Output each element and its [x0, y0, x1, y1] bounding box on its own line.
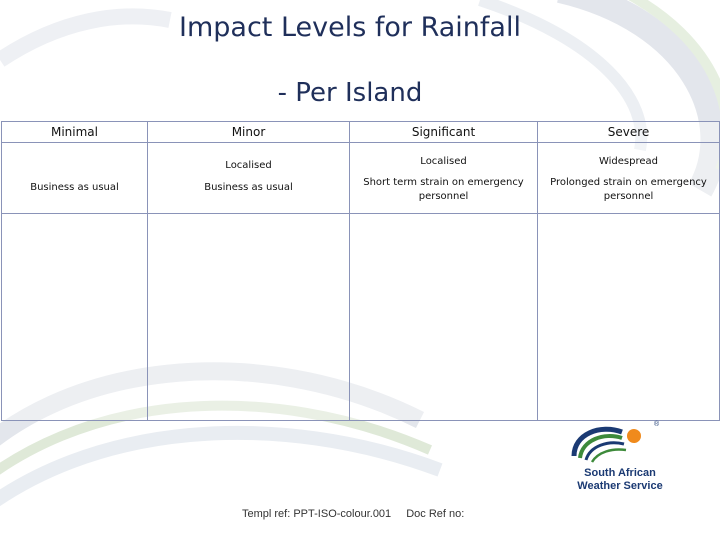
header-severe: Severe	[537, 121, 720, 143]
minor-description: Business as usual	[204, 182, 293, 193]
impact-levels-table: Minimal Minor Significant Severe Busines…	[1, 121, 720, 421]
empty-cell	[1, 213, 148, 421]
document-reference: Doc Ref no:	[406, 508, 465, 520]
header-minor: Minor	[147, 121, 350, 143]
severe-description: Prolonged strain on emergency personnel	[550, 177, 707, 202]
table-row: Business as usual Localised Business as …	[1, 142, 720, 214]
empty-cell	[537, 213, 720, 421]
sun-icon	[627, 429, 641, 443]
minor-extent: Localised	[225, 160, 272, 171]
template-reference: Templ ref: PPT-ISO-colour.001	[242, 508, 392, 520]
registered-mark: ®	[654, 420, 660, 428]
slide-subtitle: - Per Island	[277, 78, 423, 108]
logo-emblem-icon: ®	[571, 420, 660, 463]
slide-title: Impact Levels for Rainfall	[179, 12, 521, 43]
header-minimal: Minimal	[1, 121, 148, 143]
cell-severe: Widespread Prolonged strain on emergency…	[537, 142, 720, 214]
table-header-row: Minimal Minor Significant Severe	[1, 121, 720, 143]
significant-description: Short term strain on emergency personnel	[363, 177, 524, 202]
empty-cell	[349, 213, 538, 421]
significant-extent: Localised	[420, 156, 467, 167]
cell-significant: Localised Short term strain on emergency…	[349, 142, 538, 214]
footer: Templ ref: PPT-ISO-colour.001 Doc Ref no…	[242, 508, 464, 520]
table-row-empty	[1, 213, 720, 421]
logo-line-2: Weather Service	[577, 480, 663, 492]
minimal-description: Business as usual	[30, 181, 119, 193]
logo-line-1: South African	[584, 467, 656, 479]
cell-minimal: Business as usual	[1, 142, 148, 214]
empty-cell	[147, 213, 350, 421]
cell-minor: Localised Business as usual	[147, 142, 350, 214]
saws-logo: ® South African Weather Service	[560, 416, 680, 496]
header-significant: Significant	[349, 121, 538, 143]
severe-extent: Widespread	[598, 156, 659, 167]
